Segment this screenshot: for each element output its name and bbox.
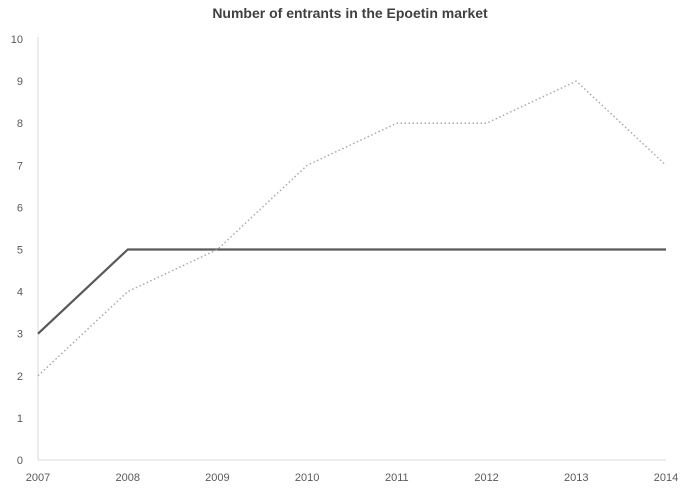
y-tick-label: 0 xyxy=(17,455,23,467)
x-tick-label: 2007 xyxy=(26,472,50,484)
y-tick-labels: 0 1 2 3 4 5 6 7 8 9 10 xyxy=(11,34,23,467)
x-tick-label: 2012 xyxy=(474,472,498,484)
x-tick-label: 2008 xyxy=(115,472,139,484)
series-line-1 xyxy=(37,248,666,335)
x-tick-label: 2011 xyxy=(385,472,409,484)
y-tick-label: 3 xyxy=(17,329,23,341)
y-tick-label: 8 xyxy=(17,118,23,130)
y-tick-label: 6 xyxy=(17,202,23,214)
axes xyxy=(37,37,666,461)
y-tick-label: 10 xyxy=(11,34,23,46)
y-tick-label: 1 xyxy=(17,413,23,425)
y-tick-label: 5 xyxy=(17,245,23,257)
series-layer xyxy=(37,80,667,377)
x-tick-label: 2013 xyxy=(564,472,588,484)
series-line-2 xyxy=(37,80,667,377)
y-tick-label: 2 xyxy=(17,371,23,383)
x-tick-labels: 2007 2008 2009 2010 2011 2012 2013 2014 xyxy=(26,472,678,484)
x-tick-label: 2009 xyxy=(205,472,229,484)
y-tick-label: 4 xyxy=(17,287,23,299)
y-tick-label: 7 xyxy=(17,160,23,172)
x-tick-label: 2010 xyxy=(295,472,319,484)
y-tick-label: 9 xyxy=(17,76,23,88)
chart-title: Number of entrants in the Epoetin market xyxy=(212,5,488,21)
x-tick-label: 2014 xyxy=(654,472,678,484)
